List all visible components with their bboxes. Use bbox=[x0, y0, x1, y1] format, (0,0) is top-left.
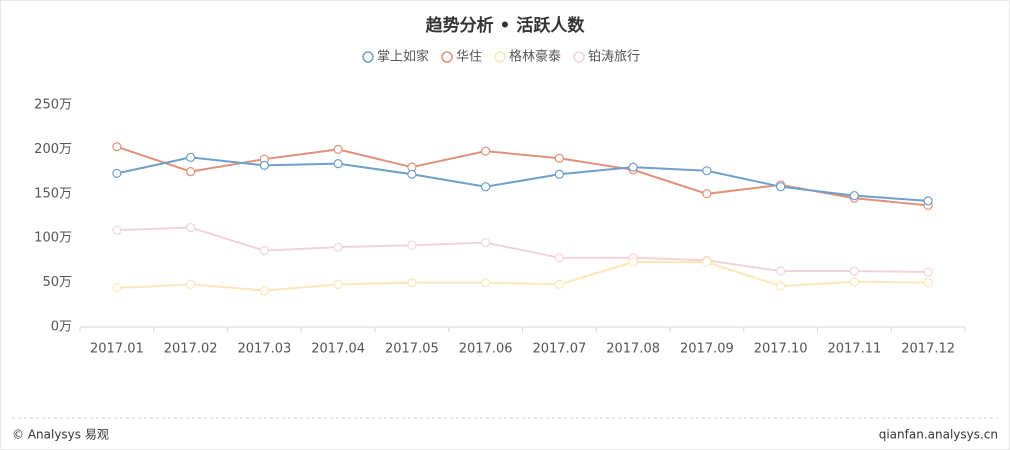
series-line bbox=[116, 226, 929, 273]
data-point bbox=[923, 196, 933, 206]
y-tick-label: 200万 bbox=[34, 142, 72, 157]
y-tick-label: 100万 bbox=[34, 231, 72, 246]
data-point bbox=[112, 225, 122, 235]
data-point bbox=[186, 279, 196, 289]
series-line bbox=[116, 145, 929, 207]
legend-marker bbox=[494, 51, 506, 63]
legend-marker bbox=[441, 51, 453, 63]
y-tick-label: 250万 bbox=[34, 98, 72, 113]
x-tick-label: 2017.07 bbox=[532, 342, 586, 357]
data-point bbox=[407, 278, 417, 288]
legend-label: 华住 bbox=[456, 50, 482, 65]
series-line bbox=[116, 261, 929, 292]
legend-label: 铂涛旅行 bbox=[588, 49, 640, 65]
data-point bbox=[407, 169, 417, 179]
data-point bbox=[849, 277, 859, 287]
data-point bbox=[628, 257, 638, 267]
x-tick-label: 2017.06 bbox=[459, 342, 513, 357]
x-tick-label: 2017.08 bbox=[606, 342, 660, 357]
footer-left: © Analysys 易观 bbox=[12, 428, 109, 442]
data-point bbox=[186, 222, 196, 233]
data-point bbox=[333, 279, 343, 289]
data-point bbox=[702, 189, 712, 199]
x-tick-label: 2017.12 bbox=[901, 342, 955, 357]
data-point bbox=[112, 168, 122, 178]
data-point bbox=[554, 153, 564, 163]
y-tick-label: 150万 bbox=[34, 186, 72, 201]
data-point bbox=[407, 240, 417, 250]
data-point bbox=[628, 162, 638, 172]
legend-label: 格林豪泰 bbox=[509, 49, 561, 65]
data-point bbox=[333, 159, 343, 169]
data-point bbox=[923, 267, 933, 277]
data-point bbox=[481, 146, 491, 156]
data-point bbox=[923, 278, 933, 288]
data-point bbox=[702, 257, 712, 267]
data-point bbox=[186, 167, 196, 177]
data-point bbox=[259, 285, 269, 296]
data-point bbox=[481, 278, 491, 288]
data-point bbox=[259, 160, 269, 170]
data-point bbox=[776, 182, 786, 192]
legend-marker bbox=[573, 51, 585, 63]
x-tick-label: 2017.11 bbox=[827, 342, 881, 357]
data-point bbox=[481, 238, 491, 248]
data-point bbox=[554, 253, 564, 263]
x-tick-label: 2017.02 bbox=[164, 342, 218, 357]
data-point bbox=[702, 166, 712, 176]
y-tick-label: 50万 bbox=[42, 275, 72, 290]
x-tick-label: 2017.05 bbox=[385, 342, 439, 357]
chart-title: 趋势分析 • 活跃人数 bbox=[426, 15, 586, 36]
footer-right: qianfan.analysys.cn bbox=[879, 428, 998, 442]
data-point bbox=[849, 266, 859, 276]
data-point bbox=[259, 246, 269, 256]
data-point bbox=[333, 144, 343, 154]
legend-marker bbox=[362, 51, 374, 63]
data-point bbox=[554, 279, 564, 289]
data-point bbox=[849, 190, 859, 201]
legend-label: 掌上如家 bbox=[377, 49, 429, 65]
data-point bbox=[776, 266, 786, 276]
data-point bbox=[481, 182, 491, 192]
data-point bbox=[186, 152, 196, 162]
data-point bbox=[776, 281, 786, 291]
data-point bbox=[112, 142, 122, 152]
data-point bbox=[112, 283, 122, 293]
data-point bbox=[554, 169, 564, 179]
x-tick-label: 2017.01 bbox=[90, 342, 144, 357]
series-line bbox=[116, 156, 929, 202]
y-tick-label: 0万 bbox=[51, 320, 72, 335]
x-tick-label: 2017.03 bbox=[237, 342, 291, 357]
x-tick-label: 2017.04 bbox=[311, 342, 365, 357]
x-tick-label: 2017.10 bbox=[754, 342, 808, 357]
x-tick-label: 2017.09 bbox=[680, 342, 734, 357]
data-point bbox=[333, 242, 343, 252]
